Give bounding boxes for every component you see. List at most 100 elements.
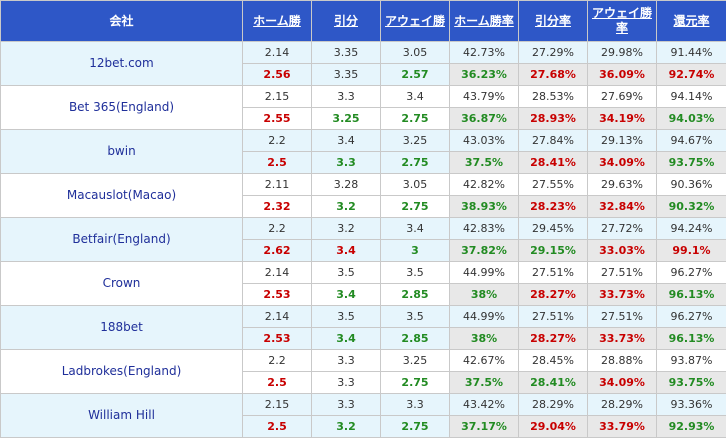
live-away-odds: 2.57 (380, 63, 450, 86)
live-away-odds: 2.75 (380, 107, 450, 130)
live-home-rate: 37.82% (449, 239, 519, 262)
opening-home-odds: 2.2 (242, 349, 312, 372)
live-payout-rate: 94.03% (656, 107, 726, 130)
header-home-win[interactable]: ホーム勝 (242, 0, 312, 42)
live-draw-odds: 3.4 (311, 327, 381, 350)
opening-home-rate: 42.73% (449, 41, 519, 64)
live-away-odds: 2.75 (380, 371, 450, 394)
opening-home-odds: 2.14 (242, 305, 312, 328)
live-home-rate: 38.93% (449, 195, 519, 218)
company-name[interactable]: Ladbrokes(England) (0, 349, 243, 394)
opening-home-odds: 2.15 (242, 393, 312, 416)
opening-draw-odds: 3.3 (311, 393, 381, 416)
header-draw[interactable]: 引分 (311, 0, 381, 42)
opening-away-odds: 3.3 (380, 393, 450, 416)
opening-home-rate: 43.42% (449, 393, 519, 416)
opening-home-odds: 2.14 (242, 261, 312, 284)
opening-home-rate: 42.67% (449, 349, 519, 372)
opening-draw-rate: 27.51% (518, 261, 588, 284)
live-away-rate: 34.09% (587, 371, 657, 394)
opening-payout-rate: 94.24% (656, 217, 726, 240)
live-away-rate: 32.84% (587, 195, 657, 218)
table-row: bwin 2.2 3.4 3.25 43.03% 27.84% 29.13% 94.67% (0, 129, 726, 174)
table-row: William Hill 2.15 3.3 3.3 43.42% 28.29% 28.29%… (0, 393, 726, 438)
opening-draw-odds: 3.5 (311, 305, 381, 328)
live-payout-rate: 93.75% (656, 151, 726, 174)
live-away-odds: 2.75 (380, 195, 450, 218)
live-payout-rate: 90.32% (656, 195, 726, 218)
opening-away-rate: 27.51% (587, 305, 657, 328)
opening-home-odds: 2.2 (242, 129, 312, 152)
live-home-rate: 38% (449, 283, 519, 306)
live-home-odds: 2.53 (242, 327, 312, 350)
header-away-win-rate[interactable]: アウェイ勝率 (587, 0, 657, 42)
live-draw-odds: 3.2 (311, 415, 381, 438)
opening-payout-rate: 96.27% (656, 261, 726, 284)
header-home-win-rate[interactable]: ホーム勝率 (449, 0, 519, 42)
opening-away-odds: 3.4 (380, 217, 450, 240)
opening-away-odds: 3.5 (380, 261, 450, 284)
live-away-rate: 33.73% (587, 327, 657, 350)
live-away-odds: 3 (380, 239, 450, 262)
opening-away-rate: 27.72% (587, 217, 657, 240)
live-home-rate: 38% (449, 327, 519, 350)
opening-payout-rate: 96.27% (656, 305, 726, 328)
live-payout-rate: 92.93% (656, 415, 726, 438)
opening-away-odds: 3.05 (380, 41, 450, 64)
live-draw-rate: 28.27% (518, 327, 588, 350)
opening-draw-odds: 3.2 (311, 217, 381, 240)
live-draw-odds: 3.25 (311, 107, 381, 130)
company-name[interactable]: Betfair(England) (0, 217, 243, 262)
opening-away-rate: 27.69% (587, 85, 657, 108)
live-home-rate: 36.23% (449, 63, 519, 86)
live-away-odds: 2.85 (380, 327, 450, 350)
opening-draw-rate: 28.53% (518, 85, 588, 108)
company-name[interactable]: Macauslot(Macao) (0, 173, 243, 218)
header-payout-rate[interactable]: 還元率 (656, 0, 726, 42)
live-draw-rate: 29.04% (518, 415, 588, 438)
opening-draw-odds: 3.3 (311, 85, 381, 108)
live-away-rate: 34.19% (587, 107, 657, 130)
header-draw-rate[interactable]: 引分率 (518, 0, 588, 42)
opening-away-odds: 3.05 (380, 173, 450, 196)
header-company: 会社 (0, 0, 243, 42)
opening-home-rate: 44.99% (449, 261, 519, 284)
company-name[interactable]: William Hill (0, 393, 243, 438)
table-row: 2.56 3.35 2.57 36.23% 27.68% 36.09% 92.74% (1, 63, 726, 86)
live-draw-odds: 3.35 (311, 63, 381, 86)
company-name[interactable]: 12bet.com (0, 41, 243, 86)
opening-home-rate: 44.99% (449, 305, 519, 328)
opening-home-rate: 42.82% (449, 173, 519, 196)
opening-draw-rate: 28.45% (518, 349, 588, 372)
live-away-rate: 36.09% (587, 63, 657, 86)
live-home-rate: 37.17% (449, 415, 519, 438)
live-draw-rate: 28.41% (518, 371, 588, 394)
live-draw-odds: 3.4 (311, 283, 381, 306)
live-home-odds: 2.62 (242, 239, 312, 262)
opening-away-rate: 28.29% (587, 393, 657, 416)
company-name[interactable]: Crown (0, 261, 243, 306)
opening-home-odds: 2.11 (242, 173, 312, 196)
opening-payout-rate: 94.67% (656, 129, 726, 152)
opening-away-rate: 27.51% (587, 261, 657, 284)
opening-away-odds: 3.25 (380, 349, 450, 372)
company-name[interactable]: 188bet (0, 305, 243, 350)
live-payout-rate: 96.13% (656, 327, 726, 350)
live-away-rate: 34.09% (587, 151, 657, 174)
live-home-rate: 36.87% (449, 107, 519, 130)
opening-away-rate: 29.63% (587, 173, 657, 196)
live-payout-rate: 99.1% (656, 239, 726, 262)
company-name[interactable]: Bet 365(England) (0, 85, 243, 130)
opening-away-odds: 3.25 (380, 129, 450, 152)
opening-payout-rate: 91.44% (656, 41, 726, 64)
opening-payout-rate: 94.14% (656, 85, 726, 108)
header-away-win[interactable]: アウェイ勝 (380, 0, 450, 42)
opening-draw-rate: 27.51% (518, 305, 588, 328)
live-home-odds: 2.56 (242, 63, 312, 86)
live-away-odds: 2.85 (380, 283, 450, 306)
opening-draw-rate: 29.45% (518, 217, 588, 240)
live-payout-rate: 96.13% (656, 283, 726, 306)
opening-draw-odds: 3.3 (311, 349, 381, 372)
company-name[interactable]: bwin (0, 129, 243, 174)
